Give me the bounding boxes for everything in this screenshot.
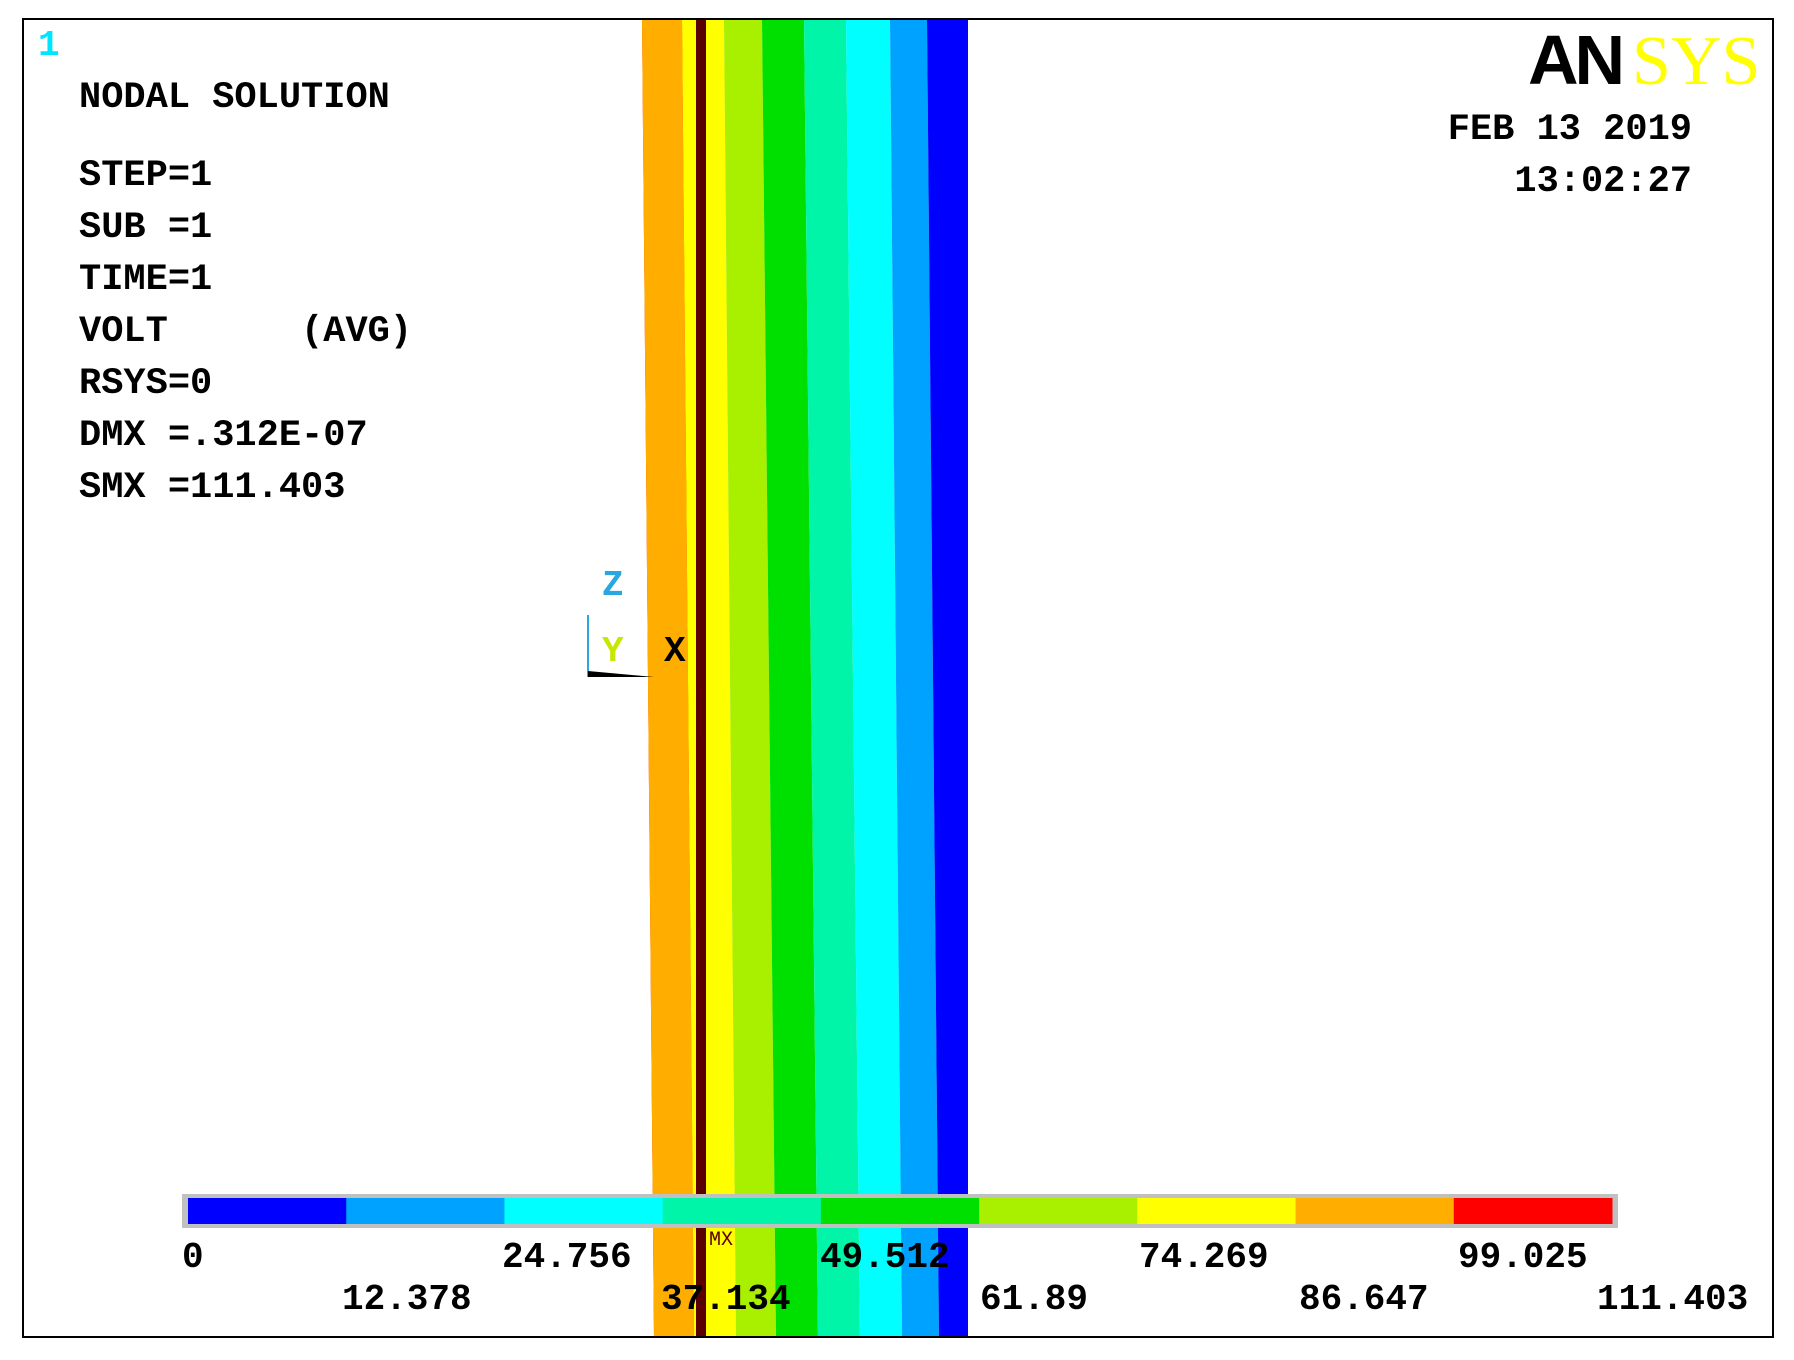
legend-label-6189: 61.89	[980, 1279, 1089, 1320]
graphics-window: 1 NODAL SOLUTION STEP=1 SUB =1 TIME=1 VO…	[22, 18, 1774, 1338]
contour-band-2	[682, 20, 736, 1336]
contour-band-6	[846, 20, 902, 1336]
contour-band-7	[890, 20, 939, 1336]
legend-label-12378: 12.378	[342, 1279, 472, 1320]
legend-cell-1	[346, 1198, 505, 1224]
contour-band-5	[804, 20, 860, 1336]
legend-label-111403: 111.403	[1597, 1279, 1749, 1320]
plot-time: 13:02:27	[1514, 161, 1692, 203]
info-step: STEP=1	[79, 155, 213, 197]
contour-bands	[642, 20, 968, 1336]
contour-model	[642, 20, 968, 1336]
legend-label-49512: 49.512	[820, 1237, 950, 1278]
contour-legend	[182, 1194, 1618, 1228]
plot-date: FEB 13 2019	[1447, 109, 1692, 151]
legend-label-37134: 37.134	[661, 1279, 791, 1320]
info-title: NODAL SOLUTION	[79, 77, 390, 119]
legend-cell-2	[504, 1198, 664, 1224]
max-marker: MX	[709, 1229, 734, 1252]
window-number: 1	[38, 25, 60, 66]
legend-cell-7	[1295, 1198, 1455, 1224]
legend-cell-0	[188, 1198, 347, 1224]
legend-label-0: 0	[182, 1237, 204, 1278]
legend-cell-5	[979, 1198, 1138, 1224]
triad-z-label: Z	[602, 565, 624, 606]
logo-an: AN	[1528, 22, 1621, 94]
contour-band-4	[762, 20, 818, 1336]
legend-label-99025: 99.025	[1458, 1237, 1588, 1278]
ansys-logo: AN SYS	[1528, 22, 1760, 94]
info-rsys: RSYS=0	[79, 363, 213, 405]
logo-sys: SYS	[1632, 23, 1760, 94]
legend-color-cells	[188, 1198, 1613, 1224]
legend-label-86647: 86.647	[1299, 1279, 1429, 1320]
model-edge-strip	[696, 20, 706, 1336]
legend-cell-4	[820, 1198, 980, 1224]
contour-band-3	[724, 20, 776, 1336]
legend-label-24756: 24.756	[502, 1237, 632, 1278]
info-dmx: DMX =.312E-07	[79, 415, 368, 457]
legend-cell-3	[662, 1198, 822, 1224]
info-time: TIME=1	[79, 259, 213, 301]
info-volt: VOLT (AVG)	[79, 311, 413, 353]
legend-label-74269: 74.269	[1139, 1237, 1269, 1278]
triad-y-label: Y	[602, 631, 624, 672]
legend-cell-6	[1137, 1198, 1297, 1224]
triad-x-label: X	[664, 631, 686, 672]
info-sub: SUB =1	[79, 207, 213, 249]
axis-triad	[587, 615, 654, 677]
info-smx: SMX =111.403	[79, 467, 346, 509]
contour-band-8	[927, 20, 968, 1336]
legend-cell-8	[1453, 1198, 1613, 1224]
contour-band-1	[642, 20, 694, 1336]
